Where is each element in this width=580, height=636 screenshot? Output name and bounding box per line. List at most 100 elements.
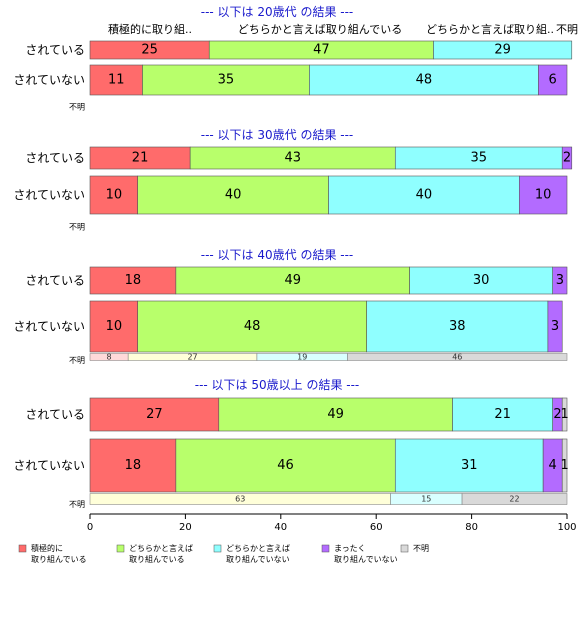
data-label: 31 <box>461 458 478 473</box>
unknown-row-label: 不明 <box>69 223 85 232</box>
bar-segment <box>433 40 573 60</box>
data-label: 11 <box>108 73 125 88</box>
unknown-segment <box>461 493 568 505</box>
unknown-data-label: 8 <box>107 353 112 362</box>
bar-segment <box>452 397 553 432</box>
unknown-data-label: 22 <box>509 495 519 504</box>
x-tick-label: 100 <box>557 522 576 533</box>
unknown-data-label: 27 <box>187 353 197 362</box>
unknown-row-label: 不明 <box>69 356 85 365</box>
unknown-data-label: 15 <box>421 495 431 504</box>
data-label: 21 <box>494 407 511 422</box>
row-label: されていない <box>13 188 85 202</box>
legend-label: 不明 <box>413 544 429 553</box>
bar-segment <box>394 438 544 493</box>
bar-segment <box>89 300 139 353</box>
row-label: されていない <box>13 73 85 87</box>
unknown-data-label: 46 <box>452 353 462 362</box>
data-label: 30 <box>473 273 490 288</box>
data-label: 6 <box>549 73 557 88</box>
bar-segment <box>218 397 453 432</box>
bar-segment <box>366 300 549 353</box>
bar-segment <box>89 397 220 432</box>
legend-swatch <box>116 544 125 553</box>
data-label: 27 <box>146 407 163 422</box>
unknown-data-label: 63 <box>235 495 245 504</box>
data-label: 1 <box>560 407 568 422</box>
data-label: 25 <box>141 43 158 58</box>
x-tick-label: 0 <box>87 522 93 533</box>
bar-segment <box>175 438 396 493</box>
bar-segment <box>137 300 367 353</box>
header-label: どちらかと言えば取り組.. <box>426 23 554 36</box>
data-label: 3 <box>551 319 559 334</box>
data-label: 40 <box>416 188 433 203</box>
data-label: 49 <box>284 273 301 288</box>
panel-title: --- 以下は 20歳代 の結果 --- <box>201 5 354 19</box>
x-tick-label: 40 <box>274 522 287 533</box>
bar-segment <box>89 266 177 295</box>
legend-swatch <box>213 544 222 553</box>
data-label: 3 <box>556 273 564 288</box>
data-label: 29 <box>494 43 511 58</box>
row-label: されていない <box>13 459 85 473</box>
panel-title: --- 以下は 30歳代 の結果 --- <box>201 128 354 142</box>
row-label: されている <box>25 274 85 288</box>
legend-label: どちらかと言えば <box>129 543 193 553</box>
legend-swatch <box>400 544 409 553</box>
data-label: 46 <box>277 458 294 473</box>
row-label: されていない <box>13 320 85 334</box>
data-label: 18 <box>125 273 142 288</box>
data-label: 10 <box>106 319 123 334</box>
row-label: されている <box>25 408 85 422</box>
data-label: 2 <box>553 407 561 422</box>
bar-segment <box>552 266 568 295</box>
x-tick-label: 60 <box>370 522 383 533</box>
bar-segment <box>561 397 568 432</box>
data-label: 49 <box>327 407 344 422</box>
legend-label: まったく <box>334 544 366 553</box>
header-label: 積極的に取り組.. <box>108 22 192 36</box>
data-label: 48 <box>244 319 261 334</box>
legend-swatch <box>18 544 27 553</box>
bar-segment <box>309 64 539 96</box>
data-label: 21 <box>132 151 149 166</box>
data-label: 35 <box>218 73 235 88</box>
data-label: 47 <box>313 43 330 58</box>
bar-segment <box>89 438 177 493</box>
legend-label: 積極的に <box>31 543 63 553</box>
data-label: 10 <box>106 188 123 203</box>
x-tick-label: 20 <box>179 522 192 533</box>
data-label: 4 <box>549 458 557 473</box>
data-label: 1 <box>560 458 568 473</box>
data-label: 40 <box>225 188 242 203</box>
bar-segment <box>547 300 563 353</box>
bar-segment <box>142 64 310 96</box>
legend-label: 取り組んでいる <box>129 554 185 564</box>
bar-segment <box>175 266 410 295</box>
bar-segment <box>328 175 520 215</box>
bar-segment <box>538 64 568 96</box>
bar-segment <box>518 175 568 215</box>
bar-segment <box>561 146 573 170</box>
row-label: されている <box>25 43 85 57</box>
data-label: 2 <box>563 151 571 166</box>
legend-label: 取り組んでいる <box>31 554 87 564</box>
data-label: 18 <box>125 458 142 473</box>
data-label: 48 <box>416 73 433 88</box>
legend-label: 取り組んでいない <box>226 554 290 564</box>
x-tick-label: 80 <box>465 522 478 533</box>
unknown-data-label: 19 <box>297 353 307 362</box>
header-label: 不明 <box>556 23 578 36</box>
bar-segment <box>89 175 139 215</box>
unknown-row-label: 不明 <box>69 103 85 112</box>
data-label: 38 <box>449 319 466 334</box>
unknown-segment <box>347 353 568 361</box>
panel-title: --- 以下は 50歳以上 の結果 --- <box>195 378 360 392</box>
unknown-row-label: 不明 <box>69 500 85 509</box>
data-label: 10 <box>535 188 552 203</box>
legend-swatch <box>321 544 330 553</box>
header-label: どちらかと言えば取り組んでいる <box>238 23 402 36</box>
panel-title: --- 以下は 40歳代 の結果 --- <box>201 248 354 262</box>
legend-label: 取り組んでいない <box>334 554 398 564</box>
